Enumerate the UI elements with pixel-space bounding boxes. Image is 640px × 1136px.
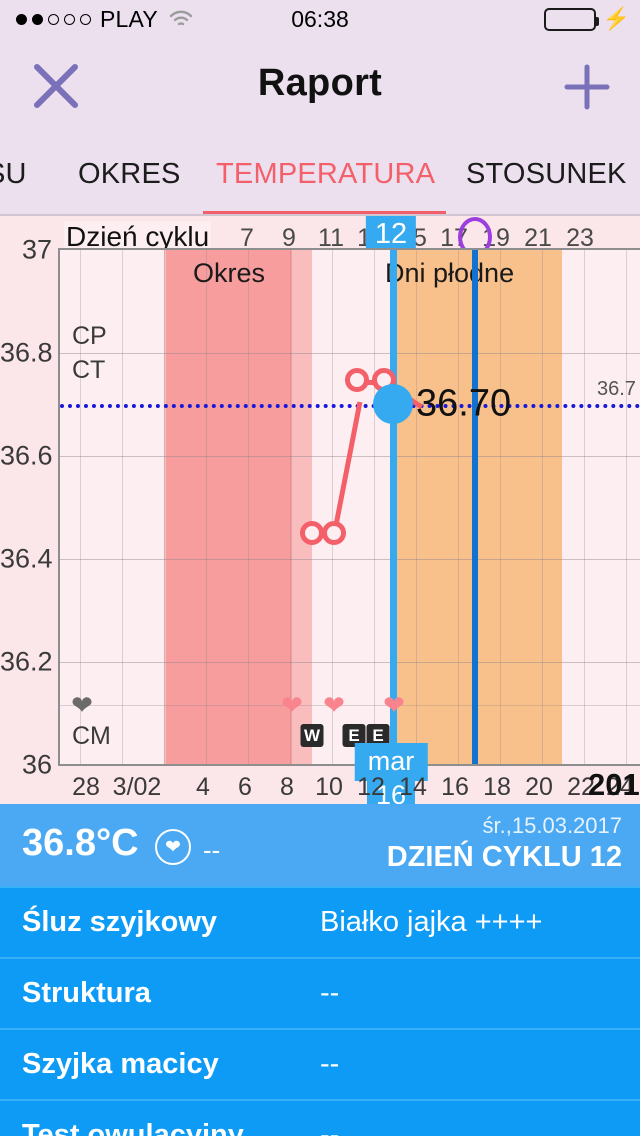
plot-area[interactable]: 36.7 Okres Dni płodne 36.70 CP CT CM OPK [58,248,640,766]
period-band [166,250,292,764]
temperature-chart[interactable]: 37 36.8 36.6 36.4 36.2 36 1 3 5 7 9 11 1… [0,216,640,804]
date-tick-9: 18 [483,773,511,801]
cm-symbol-e1: E [342,724,366,747]
date-tick-1: 3/02 [112,773,162,801]
clock-label: 06:38 [291,6,349,32]
tab-su[interactable]: SU [0,158,27,190]
selected-monthday-badge: 16 [366,778,416,804]
date-tick-0: 28 [72,773,100,801]
y-tick-36-4: 36.4 [0,543,53,574]
intercourse-heart-icon: ❤ [281,690,303,720]
ovulation-day-line [472,250,478,764]
average-temperature-label: 36.7 [597,378,636,400]
date-tick-12: 24 [606,773,634,801]
date-tick-6: 12 [357,773,385,801]
detail-temperature: 36.8°C [22,822,139,864]
status-bar-right: ⚡ [543,0,630,38]
signal-strength-icon [16,13,91,25]
date-tick-4: 8 [280,773,294,801]
line-segment [357,380,384,385]
period-band-label: Okres [193,258,266,288]
date-tick-2: 4 [196,773,210,801]
row-label-cm: CM [72,722,111,750]
battery-full-icon [543,7,599,31]
date-tick-7: 14 [399,773,427,801]
date-tick-10: 20 [525,773,553,801]
line-segment [331,401,363,536]
y-tick-36-2: 36.2 [0,646,53,677]
detail-row-sluz[interactable]: Śluz szyjkowy Białko jajka ++++ [0,886,640,957]
status-bar-left: PLAY [16,0,193,38]
y-tick-36-6: 36.6 [0,440,53,471]
tab-stosunek[interactable]: STOSUNEK [466,158,627,190]
nav-bar: Raport [0,38,640,134]
carrier-label: PLAY [100,5,158,32]
date-tick-8: 16 [441,773,469,801]
selected-day-line[interactable] [390,250,397,764]
average-temperature-line [60,404,640,408]
data-point[interactable] [300,521,324,545]
cycle-day-tick-9: 9 [282,224,296,252]
day-detail-panel: 36.8°C ❤ -- śr.,15.03.2017 DZIEŃ CYKLU 1… [0,804,640,1136]
intercourse-heart-icon: ❤ [383,690,405,720]
detail-row-label: Struktura [22,977,151,1009]
detail-row-value: -- [320,977,340,1009]
close-x-icon[interactable] [33,63,79,109]
lightning-bolt-icon: ⚡ [602,6,630,31]
detail-heart-value: -- [203,835,221,865]
tab-bar: SU OKRES TEMPERATURA STOSUNEK [0,134,640,216]
y-tick-36-8: 36.8 [0,337,53,368]
detail-row-value: -- [320,1048,340,1080]
data-point[interactable] [322,521,346,545]
fertile-band-label: Dni płodne [385,258,515,288]
cycle-day-tick-11: 11 [318,224,344,252]
selected-data-point-value: 36.70 [416,382,512,425]
tab-temperatura[interactable]: TEMPERATURA [216,158,436,190]
cycle-day-tick-23: 23 [566,224,594,252]
cm-symbol-w: W [300,724,324,747]
detail-row-szyjka[interactable]: Szyjka macicy -- [0,1028,640,1099]
selected-data-point[interactable] [373,384,413,424]
detail-date: śr.,15.03.2017 [482,813,622,838]
date-tick-11: 22 [567,773,595,801]
year-label: 2017 [588,767,640,802]
y-tick-37: 37 [21,234,52,265]
date-tick-3: 6 [238,773,252,801]
data-point[interactable] [345,368,369,392]
selected-month-badge: mar [354,743,428,781]
tab-okres[interactable]: OKRES [78,158,181,190]
detail-row-struktura[interactable]: Struktura -- [0,957,640,1028]
detail-row-test[interactable]: Test owulacyjny -- [0,1099,640,1136]
cycle-day-tick-21: 21 [524,224,552,252]
detail-row-value: Białko jajka ++++ [320,906,543,938]
heart-icon: ❤ [71,690,93,720]
row-label-cp: CP [72,322,107,350]
status-bar: PLAY 06:38 ⚡ [0,0,640,38]
tab-bar-divider [0,214,640,216]
cycle-day-tick-7: 7 [240,224,254,252]
active-tab-indicator [203,211,446,216]
cm-symbol-e2: E [366,724,390,747]
cycle-axis-title: Dzień cyklu [64,221,212,253]
y-tick-36: 36 [21,749,52,780]
detail-row-value: -- [320,1119,340,1136]
plus-icon[interactable] [564,64,610,110]
detail-row-label: Test owulacyjny [22,1119,244,1136]
day-detail-header[interactable]: 36.8°C ❤ -- śr.,15.03.2017 DZIEŃ CYKLU 1… [0,804,640,886]
detail-cycle-day: DZIEŃ CYKLU 12 [386,841,622,873]
date-tick-5: 10 [315,773,343,801]
detail-row-label: Szyjka macicy [22,1048,219,1080]
row-label-opk: OPK [72,760,125,764]
detail-row-label: Śluz szyjkowy [22,906,218,938]
page-title: Raport [257,62,383,104]
wifi-icon [169,10,193,28]
intercourse-heart-icon: ❤ [323,690,345,720]
row-label-ct: CT [72,356,106,384]
heart-circle-icon[interactable]: ❤ [155,829,191,865]
